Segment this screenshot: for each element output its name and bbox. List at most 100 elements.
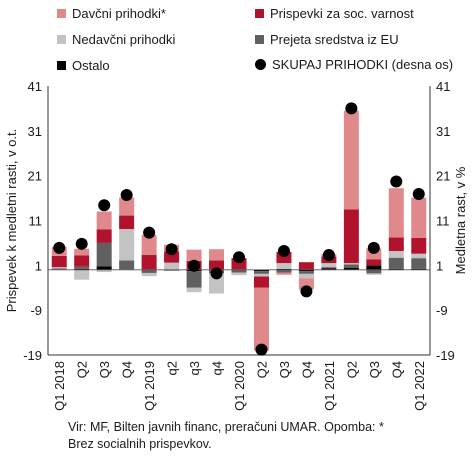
total-point: [233, 251, 245, 264]
x-tick-label: Q3: [277, 361, 292, 378]
y-tick-label-left: -9: [30, 303, 42, 318]
bar-segment: [411, 268, 427, 270]
bar-segment: [366, 273, 382, 275]
legend-swatch-davcni: [57, 9, 66, 18]
legend-dot-skupaj: [255, 59, 266, 70]
total-point: [210, 267, 223, 280]
bar-segment: [96, 229, 112, 243]
legend-swatch-ostalo: [57, 61, 66, 70]
x-tick-label: q4: [210, 361, 225, 375]
bar-segment: [388, 268, 404, 270]
x-tick-label: q3: [187, 361, 202, 375]
bar-segment: [96, 269, 112, 273]
bar-segment: [253, 269, 269, 272]
bar-segment: [388, 250, 404, 258]
bar-segment: [74, 248, 90, 256]
total-point: [75, 237, 88, 250]
bar-segment: [186, 271, 202, 288]
bar-segment: [141, 269, 157, 273]
y-tick-label-right: 1: [436, 258, 443, 273]
bar-segment: [164, 269, 180, 271]
x-tick-label: Q2: [254, 361, 269, 378]
bar-segment: [366, 259, 382, 266]
legend-item-nedavcni: Nedavčni prihodki: [57, 32, 175, 47]
bar-segment: [96, 266, 112, 270]
bar-segment: [164, 251, 180, 263]
bar-segment: [119, 215, 135, 230]
bar-segment: [343, 263, 359, 265]
total-point: [300, 285, 313, 298]
x-tick-label: Q1 2018: [52, 361, 67, 411]
bar-segment: [321, 263, 337, 268]
bar-segment: [209, 273, 225, 294]
y-tick-label-left: 41: [28, 79, 42, 94]
total-point: [255, 343, 268, 356]
x-tick-label: Q4: [389, 361, 404, 378]
y-axis-title-right: Medletna rast, v %: [453, 166, 468, 274]
footnote-line-2: Brez socialnih prispevkov.: [68, 437, 212, 451]
bar-segment: [276, 251, 292, 264]
total-point: [165, 243, 178, 256]
x-tick-label: Q1 2022: [412, 361, 427, 411]
bar-segment: [411, 253, 427, 259]
total-point: [188, 259, 201, 272]
legend-swatch-prispevki: [255, 9, 264, 18]
total-point: [98, 199, 111, 212]
bar-segment: [164, 262, 180, 270]
total-point: [120, 188, 133, 201]
bar-segment: [298, 273, 314, 279]
total-point: [143, 226, 156, 239]
bar-segment: [388, 257, 404, 269]
bar-segment: [276, 268, 292, 270]
bar-segment: [388, 237, 404, 251]
bar-segment: [343, 110, 359, 210]
bar-segment: [231, 258, 247, 270]
legend-label-davcni: Davčni prihodki*: [72, 6, 166, 21]
bar-segment: [119, 229, 135, 261]
x-tick-label: Q3: [367, 361, 382, 378]
bar-segment: [366, 248, 382, 260]
bar-segment: [141, 234, 157, 256]
legend-item-davcni: Davčni prihodki*: [57, 6, 166, 21]
bar-segment: [51, 255, 67, 268]
x-tick-label: Q3: [97, 361, 112, 378]
y-tick-label-right: 11: [436, 214, 450, 229]
y-tick-label-left: -19: [23, 348, 42, 363]
bar-segment: [411, 258, 427, 269]
bar-segment: [366, 269, 382, 274]
bar-segment: [276, 269, 292, 273]
total-point: [345, 102, 358, 115]
total-point: [53, 241, 66, 254]
bar-segment: [253, 287, 269, 351]
legend-label-ostalo: Ostalo: [72, 58, 110, 73]
legend-label-skupaj: SKUPAJ PRIHODKI (desna os): [272, 57, 454, 72]
bar-segment: [141, 255, 157, 270]
bar-segment: [186, 287, 202, 293]
bar-segment: [74, 269, 90, 280]
bar-segment: [96, 211, 112, 230]
bar-segment: [74, 268, 90, 270]
bar-segment: [51, 268, 67, 270]
y-tick-label-right: 31: [436, 124, 450, 139]
legend-item-skupaj: SKUPAJ PRIHODKI (desna os): [255, 57, 453, 72]
x-tick-label: Q4: [120, 361, 135, 378]
legend-swatch-eu: [255, 35, 264, 44]
bar-segment: [411, 197, 427, 238]
x-tick-label: Q1 2019: [142, 361, 157, 411]
bar-segment: [388, 188, 404, 238]
y-tick-label-right: -19: [436, 348, 455, 363]
legend-label-eu: Prejeta sredstva iz EU: [270, 32, 399, 47]
total-point: [277, 244, 290, 257]
bar-segment: [231, 269, 247, 273]
footnote-line-1: Vir: MF, Bilten javnih financ, preračuni…: [68, 420, 384, 434]
bar-segment: [343, 264, 359, 269]
legend-label-prispevki: Prispevki za soc. varnost: [270, 6, 414, 21]
legend-label-nedavcni: Nedavčni prihodki: [72, 32, 176, 47]
legend-item-eu: Prejeta sredstva iz EU: [255, 32, 399, 47]
x-tick-label: Q2: [344, 361, 359, 378]
y-tick-label-right: 21: [436, 169, 450, 184]
legend-swatch-nedavcni: [57, 35, 66, 44]
footnote: Vir: MF, Bilten javnih financ, preračuni…: [68, 419, 468, 453]
bar-segment: [366, 265, 382, 270]
